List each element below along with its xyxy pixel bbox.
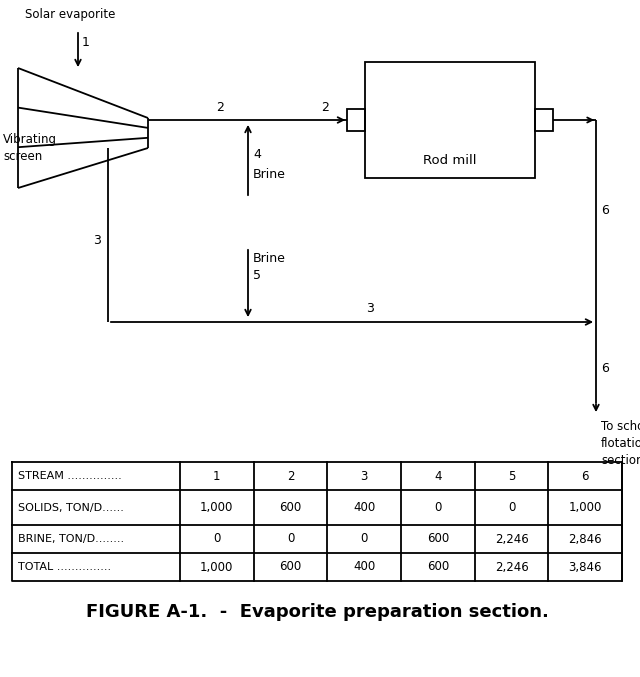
Text: SOLIDS, TON/D......: SOLIDS, TON/D...... xyxy=(18,502,124,512)
Text: Brine: Brine xyxy=(253,169,286,181)
Text: 2,246: 2,246 xyxy=(495,561,529,573)
Text: 0: 0 xyxy=(213,533,221,546)
Bar xyxy=(347,109,365,131)
Text: 5: 5 xyxy=(508,470,515,483)
Text: 0: 0 xyxy=(508,501,515,514)
Text: 3: 3 xyxy=(360,470,368,483)
Bar xyxy=(535,109,553,131)
Text: 2,846: 2,846 xyxy=(568,533,602,546)
Text: TOTAL ...............: TOTAL ............... xyxy=(18,562,111,572)
Text: 6: 6 xyxy=(601,204,609,217)
Text: FIGURE A-1.  -  Evaporite preparation section.: FIGURE A-1. - Evaporite preparation sect… xyxy=(86,603,548,621)
Text: To schoenite
flotation
section: To schoenite flotation section xyxy=(601,420,640,467)
Text: 2: 2 xyxy=(321,101,329,114)
Text: Solar evaporite: Solar evaporite xyxy=(25,8,115,21)
Text: 4: 4 xyxy=(434,470,442,483)
Text: 400: 400 xyxy=(353,561,375,573)
Text: 2: 2 xyxy=(287,470,294,483)
Text: 4: 4 xyxy=(253,148,261,162)
Text: 600: 600 xyxy=(427,533,449,546)
Text: 0: 0 xyxy=(287,533,294,546)
Text: 600: 600 xyxy=(280,501,301,514)
Text: 0: 0 xyxy=(360,533,368,546)
Text: 600: 600 xyxy=(427,561,449,573)
Text: Brine: Brine xyxy=(253,252,286,265)
Text: 1: 1 xyxy=(82,35,90,49)
Text: 1,000: 1,000 xyxy=(200,561,234,573)
Text: 6: 6 xyxy=(581,470,589,483)
Text: STREAM ...............: STREAM ............... xyxy=(18,471,122,481)
Text: 400: 400 xyxy=(353,501,375,514)
Text: 5: 5 xyxy=(253,269,261,282)
Text: 3: 3 xyxy=(93,234,101,246)
Text: 6: 6 xyxy=(601,362,609,375)
Text: 1,000: 1,000 xyxy=(200,501,234,514)
Text: 2: 2 xyxy=(216,101,224,114)
Text: 1: 1 xyxy=(213,470,221,483)
Text: 2,246: 2,246 xyxy=(495,533,529,546)
Text: 3,846: 3,846 xyxy=(568,561,602,573)
Bar xyxy=(365,62,535,178)
Text: BRINE, TON/D........: BRINE, TON/D........ xyxy=(18,534,124,544)
Text: 1,000: 1,000 xyxy=(568,501,602,514)
Text: 3: 3 xyxy=(366,302,374,315)
Text: 0: 0 xyxy=(434,501,442,514)
Text: Rod mill: Rod mill xyxy=(423,154,477,167)
Text: Vibrating
screen: Vibrating screen xyxy=(3,133,57,162)
Text: 600: 600 xyxy=(280,561,301,573)
